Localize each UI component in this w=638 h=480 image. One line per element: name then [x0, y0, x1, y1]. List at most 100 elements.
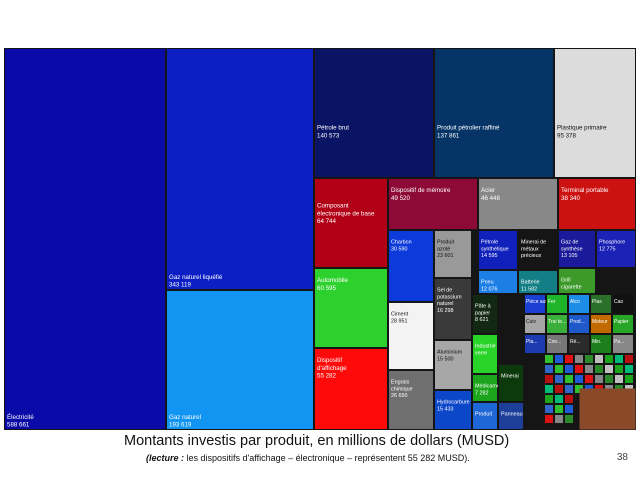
treemap-small-label: Pla...	[526, 339, 537, 345]
treemap-small-label: Cao	[614, 299, 623, 305]
treemap-small-rect	[612, 294, 634, 314]
treemap-small-cell: Moteur	[590, 314, 612, 334]
treemap-rect	[4, 48, 166, 430]
treemap-name-label: d'affichage	[317, 365, 347, 372]
treemap-value-label: 28 951	[391, 318, 408, 324]
treemap-tiny-rect	[554, 364, 564, 374]
treemap-rect	[434, 340, 472, 390]
treemap-small-label: Cuiv	[526, 319, 537, 325]
treemap-name-label: Industrie	[475, 343, 496, 349]
treemap-tiny-rect	[594, 364, 604, 374]
treemap-cell: Produit	[472, 402, 498, 430]
treemap-name-label: Dispositif de mémoire	[391, 187, 451, 194]
treemap-small-label: Min.	[592, 339, 601, 345]
treemap-name-label: Minerai de	[521, 239, 546, 245]
reading-note: (lecture : les dispositifs d'affichage –…	[146, 453, 576, 463]
treemap-small-label: Papier	[614, 319, 629, 325]
treemap-small-rect	[590, 314, 612, 334]
treemap-name-label: Électricité	[7, 414, 34, 421]
treemap-name-label: Phosphore	[599, 239, 625, 245]
treemap-name-label: Pétrole brut	[317, 125, 349, 132]
treemap-rect	[472, 294, 498, 334]
treemap-name-label: Produit	[437, 239, 455, 245]
treemap-rect	[518, 270, 558, 294]
treemap-name-label: électronique de base	[317, 210, 375, 217]
treemap-rect	[558, 178, 636, 230]
treemap-rect	[472, 374, 498, 402]
treemap-name-label: chimique	[391, 386, 413, 392]
treemap-tiny-rect	[594, 354, 604, 364]
treemap-residual-block	[579, 388, 636, 430]
treemap-value-label: 137 861	[437, 132, 460, 139]
treemap-tiny-rect	[574, 374, 584, 384]
treemap-tiny-rect	[584, 364, 594, 374]
treemap-tiny-rect	[624, 374, 634, 384]
treemap-small-rect	[568, 334, 590, 354]
treemap-tiny-rect	[604, 354, 614, 364]
treemap-small-cell: Min.	[590, 334, 612, 354]
treemap-small-cell: Pa...	[612, 334, 634, 354]
treemap-small-rect	[546, 334, 568, 354]
treemap-small-cell: Pièce auto.	[524, 294, 551, 314]
treemap-value-label: 23 601	[437, 253, 454, 259]
treemap-rect	[472, 334, 498, 374]
treemap-rect	[434, 48, 554, 178]
treemap-tiny-rect	[554, 404, 564, 414]
treemap-name-label: azoté	[437, 246, 450, 252]
more-indicator: • • •	[585, 448, 605, 479]
treemap-name-label: Gaz naturel	[169, 414, 201, 421]
treemap-small-rect	[590, 294, 612, 314]
treemap-tiny-rect	[544, 374, 554, 384]
treemap-small-label: Pa...	[614, 339, 624, 345]
treemap-value-label: 49 520	[391, 195, 410, 202]
treemap-small-rect	[612, 334, 634, 354]
treemap-chart: Électricité 588 661 Gaz naturel liquéfié 34…	[4, 48, 636, 479]
treemap-value-label: 30 590	[391, 246, 408, 252]
treemap-small-rect	[524, 334, 546, 354]
treemap-value-label: 11 582	[521, 286, 537, 292]
treemap-name-label: métaux	[521, 246, 539, 252]
treemap-tiny-rect	[624, 364, 634, 374]
treemap-rect	[478, 270, 518, 294]
treemap-rect	[166, 48, 314, 290]
treemap-small-cell: Prod...	[568, 314, 590, 334]
treemap-name-label: Pâte à	[475, 303, 491, 309]
treemap-name-label: Pneu	[481, 279, 494, 285]
treemap-small-label: Plas	[592, 299, 602, 305]
treemap-name-label: Hydrocarbure	[437, 399, 470, 405]
treemap-small-rect	[546, 294, 568, 314]
treemap-rect	[388, 230, 434, 302]
treemap-rect	[554, 48, 636, 178]
treemap-small-label: Con...	[548, 339, 561, 345]
chart-caption: Montants investis par produit, en millio…	[124, 433, 510, 449]
treemap-tiny-rect	[544, 364, 554, 374]
treemap-rect	[596, 230, 636, 268]
treemap-tiny-rect	[584, 354, 594, 364]
treemap-tiny-rect	[614, 354, 624, 364]
treemap-rect	[314, 268, 388, 348]
treemap-tiny-rect	[604, 374, 614, 384]
treemap-small-label: Fer	[548, 299, 556, 305]
treemap-small-cell: Papier	[612, 314, 634, 334]
treemap-value-label: 64 744	[317, 218, 336, 225]
treemap-rect	[558, 230, 596, 268]
treemap-tiny-rect	[614, 374, 624, 384]
treemap-name-label: papier	[475, 310, 490, 316]
treemap-tiny-rect	[544, 354, 554, 364]
treemap-value-label: 13 105	[561, 253, 578, 259]
treemap-tiny-rect	[544, 394, 554, 404]
treemap-rect	[388, 370, 434, 430]
